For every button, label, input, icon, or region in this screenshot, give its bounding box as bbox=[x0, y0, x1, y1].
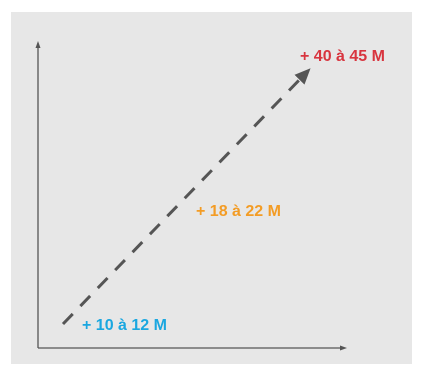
label-low: + 10 à 12 M bbox=[82, 317, 167, 334]
chart-panel bbox=[11, 12, 412, 364]
label-mid: + 18 à 22 M bbox=[196, 203, 281, 220]
label-high: + 40 à 45 M bbox=[300, 48, 385, 65]
trend-arrow bbox=[61, 68, 311, 326]
